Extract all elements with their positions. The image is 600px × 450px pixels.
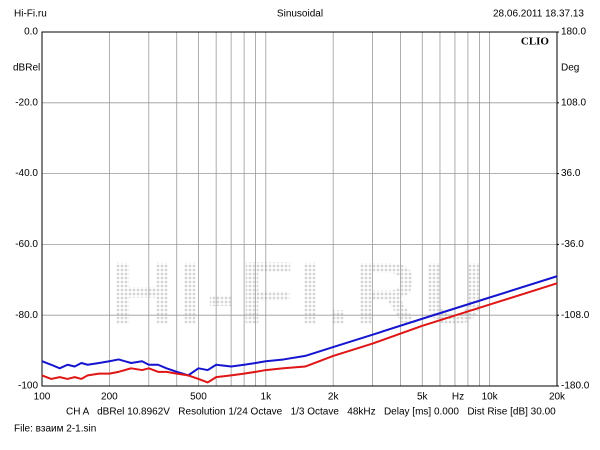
y-axis-label: dBRel [13, 63, 40, 74]
y2-axis-label: Deg [561, 63, 579, 74]
x-tick-label: 1k [261, 392, 273, 403]
x-tick-label: 20k [549, 392, 566, 403]
y-tick-label: -60.0 [15, 239, 38, 250]
x-tick-label: 100 [34, 392, 51, 403]
y-tick-label: -100 [18, 381, 38, 392]
y2-tick-label: 108.0 [561, 97, 586, 108]
x-tick-label: 2k [328, 392, 340, 403]
y2-tick-label: 180.0 [561, 27, 586, 38]
header-left: Hi-Fi.ru [14, 9, 47, 20]
x-axis-label: Hz [452, 392, 464, 403]
x-tick-label: 5k [417, 392, 429, 403]
x-tick-label: 500 [190, 392, 207, 403]
y-tick-label: -20.0 [15, 97, 38, 108]
chart-title: Sinusoidal [277, 9, 323, 20]
series-line [41, 282, 558, 384]
y-tick-label: 0.0 [24, 27, 38, 38]
y-tick-label: -40.0 [15, 168, 38, 179]
y2-tick-label: -108.0 [561, 310, 590, 321]
y2-tick-label: 36.0 [561, 168, 581, 179]
watermark: HI-FI.RU [110, 243, 489, 342]
y-tick-label: -80.0 [15, 310, 38, 321]
footer: CH A dBRel 10.8962V Resolution 1/24 Octa… [66, 407, 556, 418]
plot-frame [41, 31, 558, 387]
y2-tick-label: -180.0 [561, 381, 590, 392]
y2-tick-label: -36.0 [561, 239, 584, 250]
file-name: File: взаим 2-1.sin [14, 424, 96, 435]
x-tick-label: 200 [101, 392, 118, 403]
header-right: 28.06.2011 18.37.13 [493, 9, 584, 20]
x-tick-label: 10k [482, 392, 499, 403]
series-line [41, 275, 558, 377]
brand: CLIO [521, 36, 550, 48]
